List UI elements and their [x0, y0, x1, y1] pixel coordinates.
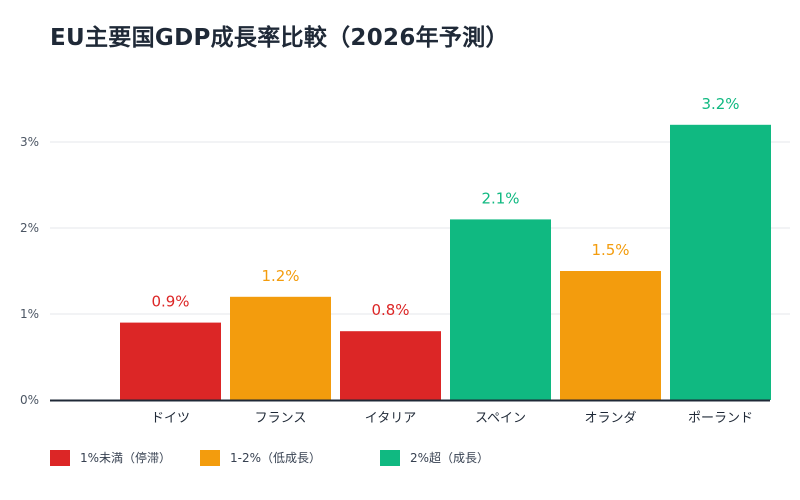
chart-title: EU主要国GDP成長率比較（2026年予測）	[50, 25, 509, 51]
x-tick-label: フランス	[255, 411, 307, 426]
y-tick-label: 1%	[20, 307, 39, 321]
y-tick-label: 0%	[20, 393, 39, 407]
data-label: 1.2%	[261, 267, 299, 285]
bar-2	[340, 331, 441, 400]
x-tick-label: イタリア	[365, 411, 416, 426]
legend-label: 1%未満（停滞）	[80, 451, 172, 465]
bar-0	[120, 322, 221, 400]
bar-1	[230, 296, 331, 400]
bar-chart: 0% 1% 2% 3% 0.9% ドイツ 1.2% フランス 0.8% イタリア 2.1% スペイン 1…	[20, 95, 790, 426]
legend-swatch	[380, 449, 400, 466]
bar-3	[450, 219, 551, 400]
legend-swatch	[50, 449, 70, 466]
data-label: 0.8%	[371, 301, 409, 319]
legend-label: 1-2%（低成長）	[230, 451, 322, 465]
legend-label: 2%超（成長）	[410, 451, 490, 465]
x-tick-label: オランダ	[584, 411, 636, 426]
y-tick-label: 2%	[20, 221, 39, 235]
x-tick-label: ドイツ	[151, 411, 190, 426]
bar-4	[560, 271, 661, 400]
x-tick-label: ポーランド	[688, 411, 753, 426]
legend-swatch	[200, 449, 220, 466]
y-tick-label: 3%	[20, 135, 39, 149]
legend-item: 2%超（成長）	[380, 449, 489, 466]
data-label: 2.1%	[481, 189, 519, 207]
x-tick-label: スペイン	[475, 411, 526, 426]
data-label: 1.5%	[591, 241, 629, 259]
data-label: 3.2%	[701, 95, 739, 113]
legend-item: 1%未満（停滞）	[50, 449, 171, 466]
bar-5	[670, 124, 771, 401]
data-label: 0.9%	[151, 293, 189, 311]
legend-item: 1-2%（低成長）	[200, 449, 321, 466]
